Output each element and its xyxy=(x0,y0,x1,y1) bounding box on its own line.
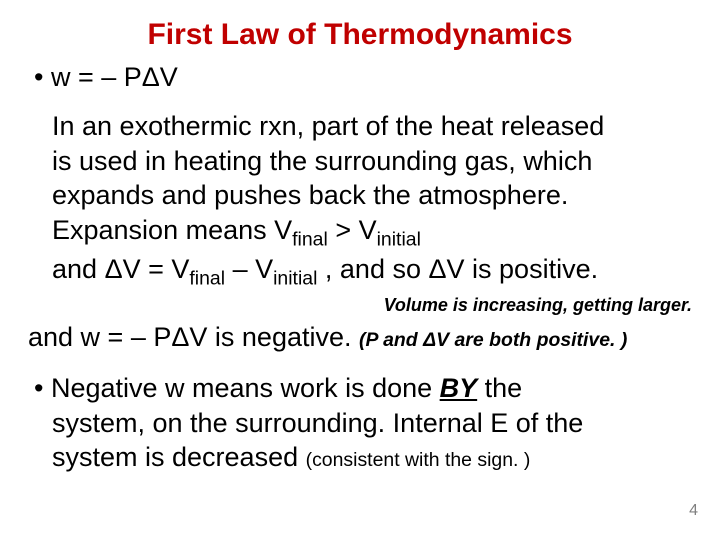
text: • w = – P xyxy=(34,62,142,92)
note-inline: (consistent with the sign. ) xyxy=(306,449,531,471)
line-work-negative: and w = – PΔV is negative. (P and ΔV are… xyxy=(28,322,692,353)
delta-symbol: Δ xyxy=(171,322,189,352)
bullet-work-formula: • w = – PΔV xyxy=(28,62,692,93)
line: is used in heating the surrounding gas, … xyxy=(52,146,592,176)
emphasis-by: BY xyxy=(440,373,478,403)
text: V is negative. xyxy=(189,322,359,352)
text: > V xyxy=(328,215,377,245)
note-inline: (P and ΔV are both positive. ) xyxy=(359,329,627,351)
bullet-negative-work: • Negative w means work is done BY the s… xyxy=(28,371,692,475)
subscript: initial xyxy=(377,228,421,250)
text: system is decreased xyxy=(34,442,306,472)
text: the xyxy=(477,373,522,403)
text: • Negative w means work is done xyxy=(34,373,440,403)
subscript: initial xyxy=(273,267,317,289)
text: V is positive. xyxy=(447,254,599,284)
paragraph-explanation: In an exothermic rxn, part of the heat r… xyxy=(28,109,692,291)
note-volume-increasing: Volume is increasing, getting larger. xyxy=(28,295,692,316)
slide-title: First Law of Thermodynamics xyxy=(28,18,692,52)
delta-symbol: Δ xyxy=(105,254,123,284)
delta-symbol: Δ xyxy=(428,254,446,284)
line: In an exothermic rxn, part of the heat r… xyxy=(52,111,604,141)
line: system, on the surrounding. Internal E o… xyxy=(34,406,583,441)
delta-symbol: Δ xyxy=(142,62,160,92)
text: and xyxy=(52,254,105,284)
text: – V xyxy=(225,254,273,284)
subscript: final xyxy=(292,228,328,250)
line: Expansion means V xyxy=(52,215,292,245)
subscript: final xyxy=(189,267,225,289)
text: and w = – P xyxy=(28,322,171,352)
text: , and so xyxy=(317,254,428,284)
page-number: 4 xyxy=(689,502,698,520)
text: V = V xyxy=(123,254,190,284)
text: V xyxy=(160,62,178,92)
line: expands and pushes back the atmosphere. xyxy=(52,180,568,210)
